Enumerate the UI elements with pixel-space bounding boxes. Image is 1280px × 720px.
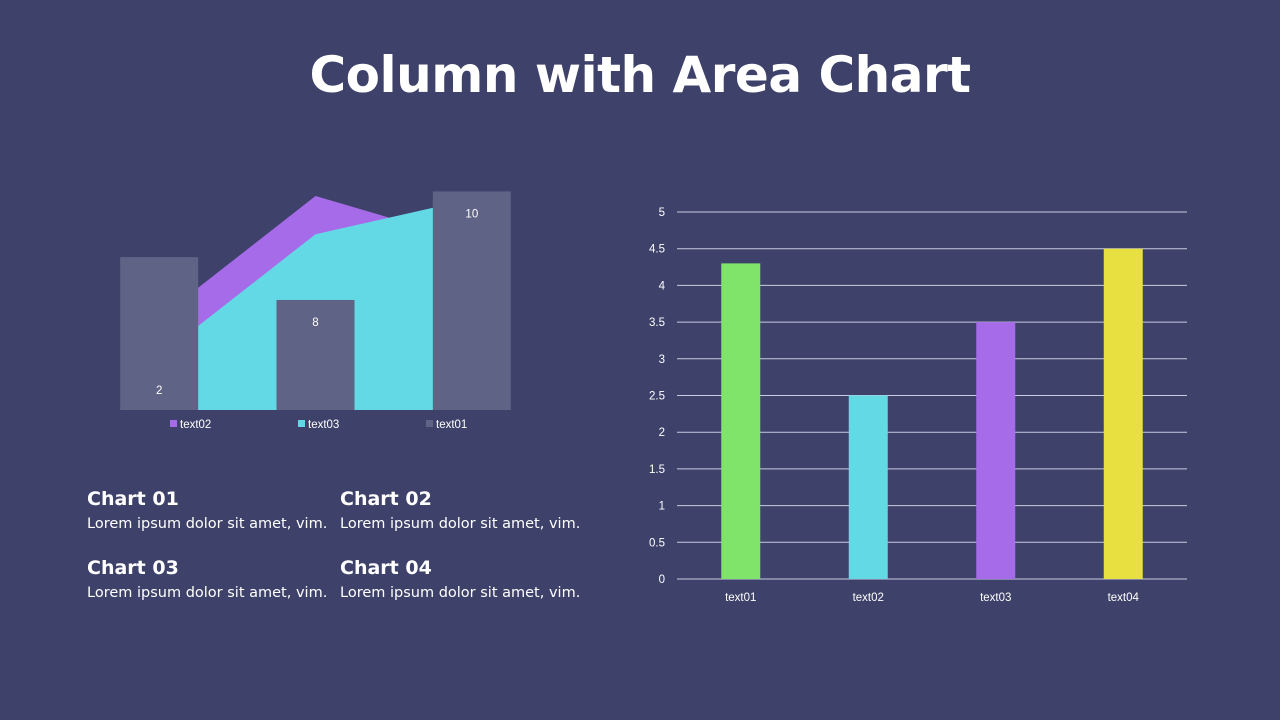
data-label: 10 [465,208,478,220]
y-tick-label: 2.5 [649,391,665,403]
caption-text: Lorem ipsum dolor sit amet, vim. [340,516,581,532]
legend-swatch [426,420,433,427]
caption-text: Lorem ipsum dolor sit amet, vim. [87,516,328,532]
bar [1103,248,1143,579]
column-bar [276,299,355,410]
column-bar [120,257,199,410]
caption-chart-01: Chart 01 Lorem ipsum dolor sit amet, vim… [87,488,337,532]
y-tick-label: 4 [659,280,666,292]
caption-text: Lorem ipsum dolor sit amet, vim. [87,585,328,601]
caption-heading: Chart 01 [87,488,179,510]
legend-entry: text03 [308,419,339,431]
legend-entry: text02 [180,419,211,431]
data-label: 2 [156,385,162,397]
caption-heading: Chart 04 [340,557,432,579]
y-tick-label: 1 [659,501,665,513]
bar [976,322,1016,579]
y-tick-label: 3.5 [649,317,665,329]
y-tick-label: 2 [659,427,665,439]
bar [848,395,888,579]
legend-swatch [170,420,177,427]
caption-text: Lorem ipsum dolor sit amet, vim. [340,585,581,601]
column-area-chart: 2 8 10 text02 text03 text01 [120,191,511,431]
y-tick-label: 4.5 [649,244,665,256]
legend-entry: text01 [436,419,467,431]
y-tick-label: 1.5 [649,464,665,476]
caption-heading: Chart 02 [340,488,432,510]
caption-chart-03: Chart 03 Lorem ipsum dolor sit amet, vim… [87,557,337,601]
column-bar [432,191,511,410]
y-tick-label: 0.5 [649,537,665,549]
x-tick-label: text01 [725,592,756,604]
y-tick-label: 3 [659,354,665,366]
x-tick-label: text04 [1108,592,1140,604]
data-label: 8 [312,317,318,329]
slide-title: Column with Area Chart [309,46,971,104]
y-tick-label: 5 [659,207,665,219]
bar [721,263,761,579]
legend-swatch [298,420,305,427]
x-tick-label: text03 [980,592,1011,604]
column-chart: 0 0.5 1 1.5 2 2.5 3 3.5 4 4.5 5 text01 text02 text03 t… [649,207,1187,604]
caption-heading: Chart 03 [87,557,179,579]
y-tick-label: 0 [659,574,665,586]
caption-chart-04: Chart 04 Lorem ipsum dolor sit amet, vim… [340,557,590,601]
caption-chart-02: Chart 02 Lorem ipsum dolor sit amet, vim… [340,488,590,532]
x-tick-label: text02 [853,592,884,604]
